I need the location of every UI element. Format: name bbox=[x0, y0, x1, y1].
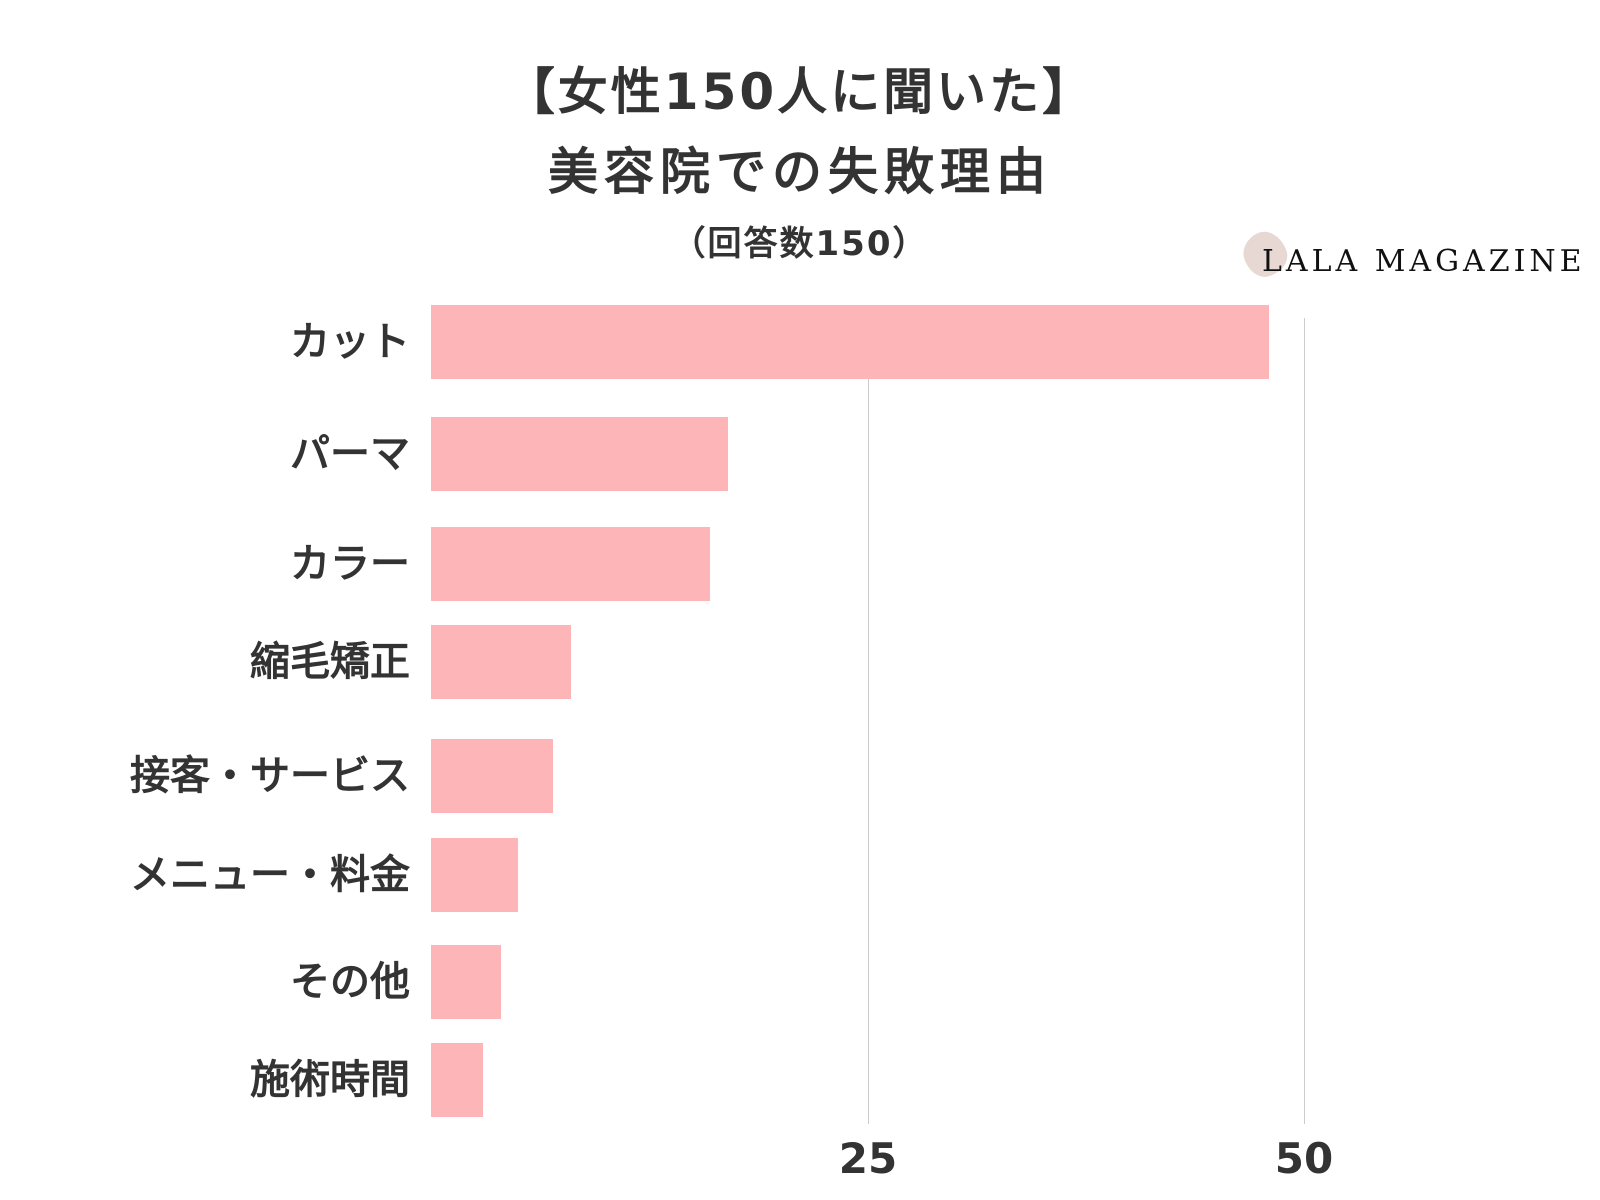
lala-magazine-logo: LALA MAGAZINE bbox=[1236, 225, 1582, 288]
chart-title-line2: 美容院での失敗理由 bbox=[548, 143, 1052, 201]
chart-subtitle: （回答数150） bbox=[671, 224, 929, 264]
category-label: 縮毛矯正 bbox=[250, 639, 410, 685]
category-label: パーマ bbox=[290, 431, 410, 477]
bar-4 bbox=[431, 739, 553, 813]
bar-3 bbox=[431, 625, 571, 699]
bar-1 bbox=[431, 417, 728, 491]
x-tick-label: 25 bbox=[838, 1134, 898, 1183]
bar-6 bbox=[431, 945, 501, 1019]
category-label: カット bbox=[290, 319, 410, 365]
category-label: 接客・サービス bbox=[130, 753, 410, 799]
chart-title-line1: 【女性150人に聞いた】 bbox=[504, 63, 1096, 121]
category-label: カラー bbox=[290, 541, 410, 587]
x-tick-label: 50 bbox=[1274, 1134, 1334, 1183]
category-label: その他 bbox=[290, 959, 410, 1005]
gridline-25 bbox=[868, 378, 869, 1124]
bar-7 bbox=[431, 1043, 483, 1117]
category-label: 施術時間 bbox=[250, 1057, 410, 1103]
bar-2 bbox=[431, 527, 710, 601]
logo-text: LALA MAGAZINE bbox=[1262, 244, 1586, 279]
category-label: メニュー・料金 bbox=[130, 852, 410, 898]
bar-5 bbox=[431, 838, 518, 912]
bar-0 bbox=[431, 305, 1269, 379]
gridline-50 bbox=[1304, 318, 1305, 1124]
